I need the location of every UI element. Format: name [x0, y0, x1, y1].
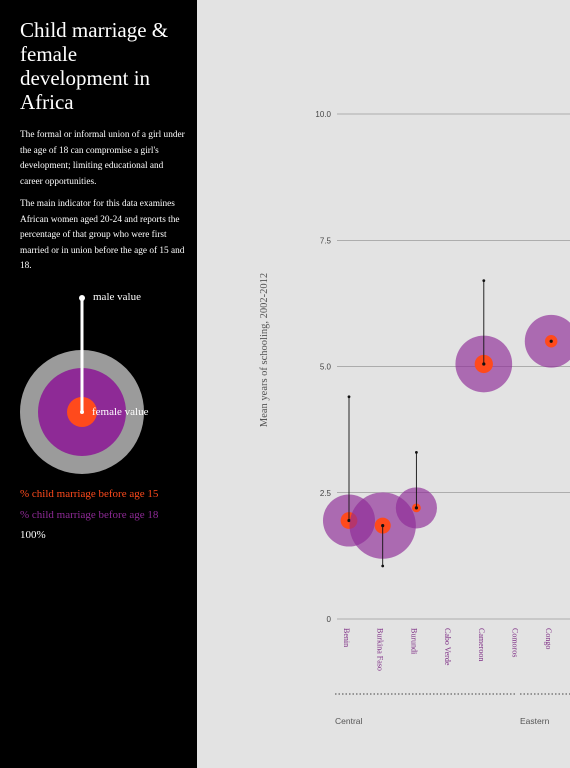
female-value-point[interactable] [347, 518, 351, 523]
country-label[interactable]: Congo [544, 628, 553, 649]
legend-key-100: 100% [20, 529, 46, 541]
legend-male-dot [79, 295, 85, 301]
country-label[interactable]: Comoros [511, 628, 520, 657]
male-value-point[interactable] [347, 395, 351, 399]
chart-area: 0 2.5 5.0 7.5 10.0 Benin Burkina Faso Burundi C… [197, 0, 570, 768]
female-value-point[interactable] [549, 339, 553, 343]
female-value-point[interactable] [414, 506, 418, 510]
page-title: Child marriage & female development in A… [20, 18, 169, 114]
y-tick-label: 7.5 [320, 236, 332, 245]
male-value-point[interactable] [482, 279, 486, 283]
country-label[interactable]: Benin [342, 628, 351, 647]
grid: 0 2.5 5.0 7.5 10.0 [315, 110, 570, 624]
y-tick-label: 2.5 [320, 489, 332, 498]
female-value-point[interactable] [381, 523, 385, 528]
country-label[interactable]: Cabo Verde [443, 628, 452, 666]
country-label[interactable]: Burundi [409, 628, 418, 655]
country-label[interactable]: Burkina Faso [376, 628, 385, 671]
legend-diagram: male value female value [20, 291, 149, 474]
labels: Benin Burkina Faso Burundi Cabo Verde Camero… [335, 628, 570, 726]
female-value-point[interactable] [482, 362, 486, 366]
y-axis-title: Mean years of schooling, 2002-2012 [259, 273, 270, 427]
legend-key-age15: % child marriage before age 15 [20, 488, 159, 500]
y-tick-label: 0 [327, 615, 332, 624]
y-tick-label: 10.0 [315, 110, 331, 119]
legend-male-label: male value [93, 291, 141, 303]
sidebar: Child marriage & female development in A… [0, 0, 197, 768]
region-label: Eastern [520, 716, 550, 726]
region-label: Central [335, 716, 363, 726]
marks [322, 279, 570, 568]
legend-female-label: female value [92, 406, 149, 418]
intro-paragraph-2: The main indicator for this data examine… [20, 199, 185, 271]
country-label[interactable]: Cameroon [477, 628, 486, 661]
chart-svg: 0 2.5 5.0 7.5 10.0 Benin Burkina Faso Burundi C… [259, 110, 570, 726]
male-value-point[interactable] [381, 564, 385, 568]
male-value-point[interactable] [415, 450, 418, 454]
legend-key-age18: % child marriage before age 18 [20, 509, 159, 521]
legend-female-dot [80, 410, 84, 414]
y-tick-label: 5.0 [320, 363, 332, 372]
intro-paragraph-1: The formal or informal union of a girl u… [20, 130, 185, 187]
